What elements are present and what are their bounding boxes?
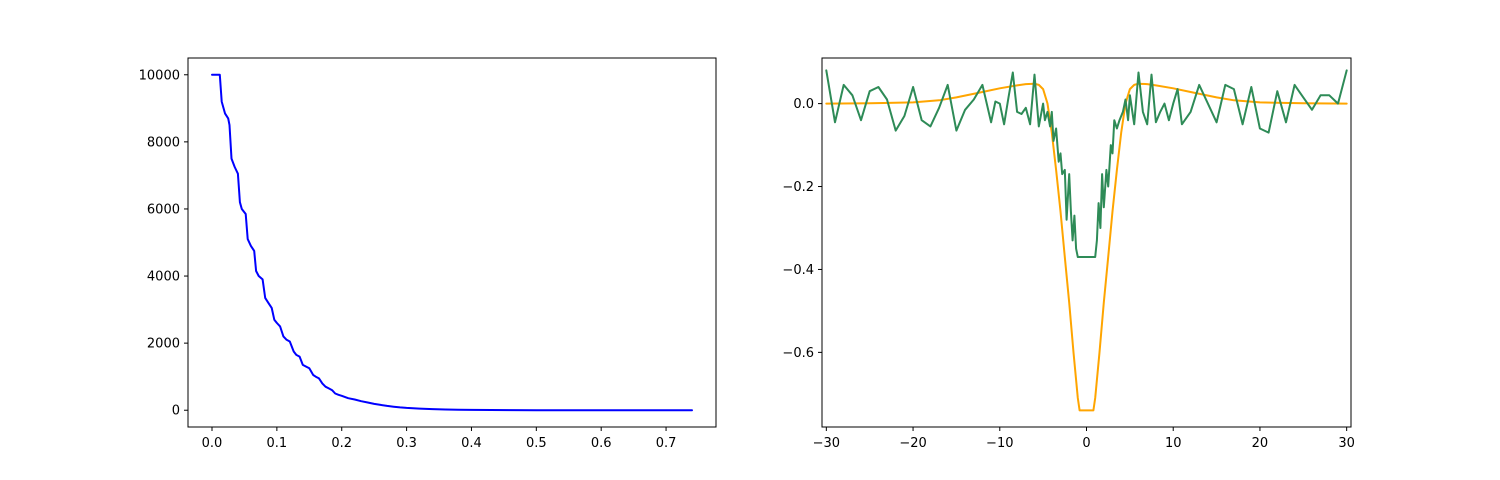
left-axes-frame bbox=[187, 57, 717, 428]
right-x-tick-label: 30 bbox=[1338, 436, 1355, 451]
left-chart: 0.0 0.1 0.2 0.3 0.4 0.5 0.6 0.7 0 2000 4000 6000 800… bbox=[139, 57, 717, 451]
right-series-line-0 bbox=[825, 82, 1348, 412]
left-y-tick-label: 8000 bbox=[147, 135, 180, 150]
right-y-tick-label: 0.0 bbox=[793, 97, 814, 112]
left-y-tick-label: 2000 bbox=[147, 337, 180, 352]
right-x-tick-label: −10 bbox=[986, 436, 1013, 451]
right-chart: −30 −20 −10 0 10 20 30 −0.6 −0.4 −0.2 0.0 bbox=[782, 57, 1355, 451]
right-x-tick-label: 10 bbox=[1165, 436, 1182, 451]
left-series-line-0 bbox=[211, 73, 693, 412]
left-x-tick-label: 0.1 bbox=[267, 436, 288, 451]
left-y-tick-label: 0 bbox=[172, 404, 180, 419]
left-x-tick-label: 0.5 bbox=[526, 436, 547, 451]
left-x-tick-label: 0.0 bbox=[202, 436, 223, 451]
right-series-line-1 bbox=[825, 69, 1348, 258]
left-y-tick-label: 10000 bbox=[139, 68, 180, 83]
left-x-tick-label: 0.3 bbox=[396, 436, 417, 451]
right-y-tick-label: −0.4 bbox=[782, 263, 814, 278]
left-x-tick-label: 0.2 bbox=[331, 436, 352, 451]
right-x-tick-label: 20 bbox=[1252, 436, 1269, 451]
left-y-tick-label: 4000 bbox=[147, 270, 180, 285]
right-x-tick-label: −30 bbox=[813, 436, 840, 451]
right-x-tick-label: 0 bbox=[1082, 436, 1090, 451]
right-y-tick-label: −0.2 bbox=[782, 180, 814, 195]
left-x-tick-label: 0.4 bbox=[461, 436, 482, 451]
left-x-tick-label: 0.6 bbox=[591, 436, 612, 451]
left-x-tick-label: 0.7 bbox=[656, 436, 677, 451]
left-y-tick-label: 6000 bbox=[147, 202, 180, 217]
right-x-tick-label: −20 bbox=[899, 436, 926, 451]
right-y-tick-label: −0.6 bbox=[782, 346, 814, 361]
